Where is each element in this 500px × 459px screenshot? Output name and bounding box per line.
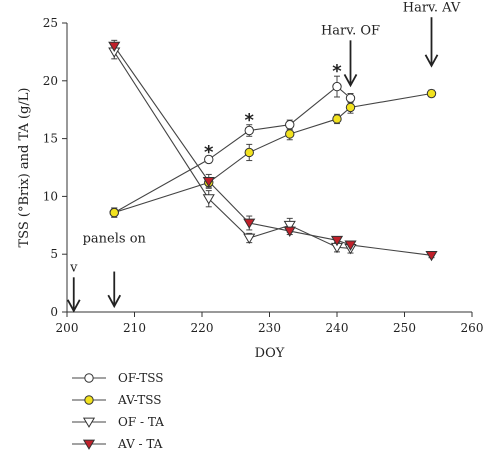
data-point bbox=[108, 41, 121, 53]
series-line bbox=[113, 51, 351, 249]
legend-marker bbox=[84, 373, 94, 383]
ticks: 200 210 220 230 240 250 260 0 5 10 15 20 25 bbox=[43, 16, 484, 335]
x-tick-label: 210 bbox=[123, 321, 146, 335]
data-point bbox=[425, 250, 438, 262]
data-point bbox=[202, 176, 215, 188]
error-bars bbox=[111, 39, 435, 259]
data-point bbox=[330, 235, 344, 247]
x-tick-label: 200 bbox=[56, 321, 79, 335]
legend-marker bbox=[82, 417, 96, 428]
arrow-head bbox=[343, 73, 358, 88]
y-tick-label: 15 bbox=[43, 132, 58, 146]
annotation-label: Harv. OF bbox=[321, 24, 380, 39]
annotation-label: Harv. AV bbox=[403, 0, 461, 15]
data-point bbox=[244, 147, 254, 158]
y-tick-label: 0 bbox=[50, 305, 58, 319]
data-point bbox=[345, 93, 356, 103]
series-line bbox=[113, 85, 351, 214]
x-tick-label: 220 bbox=[191, 321, 214, 335]
x-tick-label: 260 bbox=[461, 321, 484, 335]
annotation-label: v bbox=[69, 261, 78, 276]
y-tick-label: 20 bbox=[43, 74, 58, 88]
annotation-label: panels on bbox=[83, 232, 147, 247]
x-axis-label: DOY bbox=[255, 346, 285, 361]
legend-marker bbox=[82, 439, 96, 450]
data-point bbox=[285, 129, 295, 139]
data-points bbox=[108, 41, 438, 262]
x-tick-label: 240 bbox=[326, 321, 349, 335]
legend-entry: AV - TA bbox=[117, 437, 163, 451]
series-lines bbox=[113, 45, 432, 256]
arrow-head bbox=[66, 299, 81, 313]
data-point bbox=[202, 194, 215, 205]
data-point bbox=[109, 207, 119, 218]
significance-mark: * bbox=[204, 142, 214, 163]
arrow-head bbox=[107, 294, 122, 309]
y-tick-label: 10 bbox=[43, 189, 58, 203]
legend-marker bbox=[84, 395, 94, 405]
x-tick-label: 230 bbox=[258, 321, 281, 335]
data-point bbox=[344, 240, 357, 251]
significance-mark: * bbox=[332, 61, 342, 82]
y-axis-label: TSS (°Brix) and TA (g/L) bbox=[17, 88, 32, 248]
data-point bbox=[332, 114, 342, 124]
data-point bbox=[285, 120, 295, 130]
data-point bbox=[332, 81, 342, 92]
series-line bbox=[113, 45, 432, 256]
data-point bbox=[283, 220, 296, 232]
legend: OF-TSS AV-TSS OF - TA AV - TA bbox=[72, 371, 164, 451]
data-point bbox=[244, 125, 254, 136]
annotations: * * * v panels on Harv. OF Harv. AV bbox=[66, 0, 461, 313]
data-point bbox=[345, 102, 356, 113]
data-point bbox=[243, 233, 256, 244]
x-tick-label: 250 bbox=[393, 321, 416, 335]
legend-entry: OF-TSS bbox=[118, 371, 164, 385]
y-tick-label: 25 bbox=[43, 16, 58, 30]
y-tick-label: 5 bbox=[50, 247, 58, 261]
significance-mark: * bbox=[245, 110, 255, 131]
legend-entry: AV-TSS bbox=[117, 393, 162, 407]
series-line bbox=[114, 92, 432, 214]
data-point bbox=[243, 218, 256, 229]
data-point bbox=[426, 88, 437, 99]
arrow-head bbox=[424, 54, 439, 68]
legend-entry: OF - TA bbox=[118, 415, 164, 429]
data-point bbox=[204, 154, 214, 165]
data-point bbox=[283, 226, 296, 238]
